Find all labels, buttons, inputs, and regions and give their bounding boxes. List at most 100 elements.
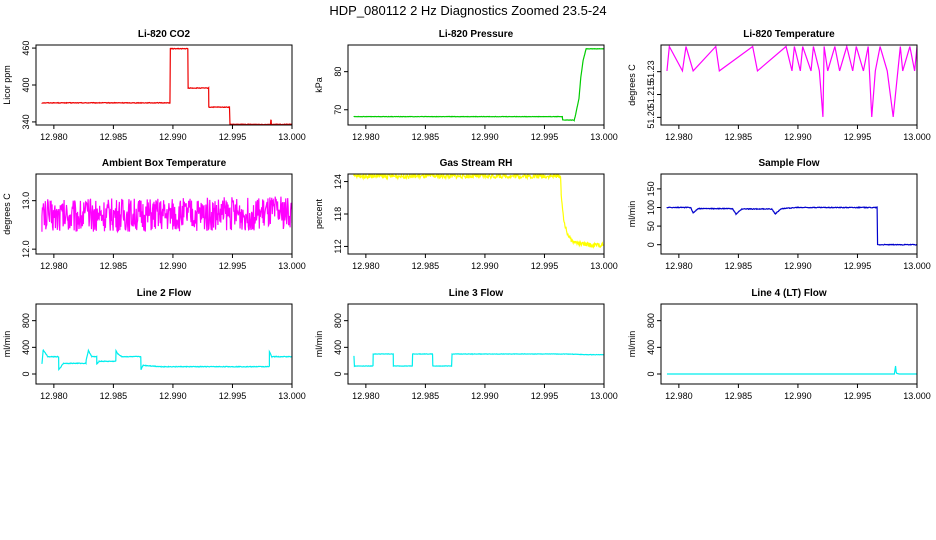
y-tick-label: 400 [21, 340, 31, 355]
x-tick-label: 12.995 [531, 132, 559, 142]
series-line [41, 47, 292, 125]
plot-frame [35, 44, 293, 126]
x-tick-label: 12.985 [100, 391, 128, 401]
y-tick-label: 150 [646, 181, 656, 196]
panel-title: Ambient Box Temperature [102, 158, 227, 169]
x-tick-label: 12.985 [725, 132, 753, 142]
y-tick-label: 0 [21, 371, 31, 376]
x-tick-label: 12.985 [725, 391, 753, 401]
x-tick-label: 12.985 [412, 391, 440, 401]
x-tick-label: 12.980 [40, 261, 68, 271]
y-tick-label: 51.23 [646, 60, 656, 83]
y-tick-label: 0 [646, 371, 656, 376]
x-tick-label: 12.980 [40, 391, 68, 401]
x-tick-label: 12.980 [665, 261, 693, 271]
panel-3: Li-820 Temperature 12.980 12.985 12.990 12.9… [627, 29, 931, 142]
plot-frame [347, 303, 605, 385]
panel-title: Line 4 (LT) Flow [751, 288, 827, 299]
x-tick-label: 12.995 [219, 391, 247, 401]
panel-title: Gas Stream RH [440, 158, 513, 169]
plot-frame [35, 303, 293, 385]
x-tick-label: 12.995 [219, 261, 247, 271]
y-tick-label: 0 [646, 242, 656, 247]
x-tick-label: 12.980 [665, 391, 693, 401]
x-tick-label: 12.985 [100, 261, 128, 271]
x-tick-label: 12.990 [471, 261, 499, 271]
panel-7: Line 2 Flow 12.980 12.985 12.990 12.995 13.00… [2, 288, 306, 401]
y-axis-label: kPa [314, 77, 324, 93]
x-tick-label: 12.980 [352, 261, 380, 271]
panel-9: Line 4 (LT) Flow 12.980 12.985 12.990 12.995… [627, 288, 931, 401]
x-tick-label: 12.990 [471, 391, 499, 401]
x-tick-label: 12.980 [352, 132, 380, 142]
y-tick-label: 800 [646, 313, 656, 328]
panel-8: Line 3 Flow 12.980 12.985 12.990 12.995 13.00… [314, 288, 618, 401]
x-tick-label: 12.990 [159, 261, 187, 271]
x-tick-label: 13.000 [590, 261, 618, 271]
series-line [353, 353, 604, 368]
x-tick-label: 12.980 [40, 132, 68, 142]
panel-title: Li-820 Pressure [439, 29, 514, 40]
x-tick-label: 12.985 [412, 132, 440, 142]
y-axis-label: percent [314, 198, 324, 229]
x-tick-label: 12.990 [784, 391, 812, 401]
x-tick-label: 12.995 [844, 261, 872, 271]
plot-frame [347, 44, 605, 126]
series-line [41, 348, 292, 371]
x-tick-label: 12.985 [725, 261, 753, 271]
x-tick-label: 13.000 [903, 132, 931, 142]
panel-2: Li-820 Pressure 12.980 12.985 12.990 12.995 1… [314, 29, 618, 142]
x-tick-label: 13.000 [590, 132, 618, 142]
series-line [666, 45, 917, 117]
y-tick-label: 70 [333, 105, 343, 115]
y-tick-label: 118 [333, 207, 343, 221]
y-tick-label: 12.0 [21, 240, 31, 258]
y-axis-label: ml/min [314, 331, 324, 358]
x-tick-label: 12.995 [531, 261, 559, 271]
series-line [666, 205, 917, 246]
x-tick-label: 12.990 [159, 391, 187, 401]
x-tick-label: 13.000 [903, 391, 931, 401]
series-line [353, 47, 604, 123]
panel-1: Li-820 CO2 12.980 12.985 12.990 12.995 13.000… [2, 29, 306, 142]
y-axis-label: degrees C [627, 64, 637, 106]
plot-frame [660, 173, 918, 255]
y-axis-label: Licor ppm [2, 65, 12, 105]
y-tick-label: 100 [646, 200, 656, 215]
y-tick-label: 400 [646, 340, 656, 355]
x-tick-label: 12.995 [844, 132, 872, 142]
panel-6: Sample Flow 12.980 12.985 12.990 12.995 13.00… [627, 158, 931, 271]
y-axis-label: ml/min [627, 201, 637, 228]
x-tick-label: 12.995 [844, 391, 872, 401]
y-axis-label: degrees C [2, 193, 12, 235]
x-tick-label: 12.995 [531, 391, 559, 401]
panel-5: Gas Stream RH 12.980 12.985 12.990 12.995 13.… [314, 158, 618, 271]
y-tick-label: 800 [21, 313, 31, 328]
panel-title: Li-820 CO2 [138, 29, 191, 40]
figure-title: HDP_080112 2 Hz Diagnostics Zoomed 23.5-… [329, 3, 606, 18]
x-tick-label: 12.980 [665, 132, 693, 142]
x-tick-label: 12.990 [784, 132, 812, 142]
panel-title: Li-820 Temperature [743, 29, 835, 40]
plot-frame [660, 303, 918, 385]
y-tick-label: 0 [333, 371, 343, 376]
x-tick-label: 12.980 [352, 391, 380, 401]
panel-title: Sample Flow [758, 158, 819, 169]
plot-frame [35, 173, 293, 255]
y-tick-label: 800 [333, 313, 343, 328]
x-tick-label: 12.990 [471, 132, 499, 142]
y-tick-label: 400 [333, 340, 343, 355]
x-tick-label: 13.000 [590, 391, 618, 401]
y-tick-label: 13.0 [21, 192, 31, 210]
y-tick-label: 112 [333, 239, 343, 253]
y-tick-label: 124 [333, 174, 343, 189]
x-tick-label: 13.000 [278, 261, 306, 271]
series-line [353, 174, 604, 249]
y-axis-label: ml/min [2, 331, 12, 358]
x-tick-label: 12.990 [784, 261, 812, 271]
x-tick-label: 13.000 [903, 261, 931, 271]
series-line [41, 196, 292, 234]
x-tick-label: 13.000 [278, 132, 306, 142]
x-tick-label: 13.000 [278, 391, 306, 401]
